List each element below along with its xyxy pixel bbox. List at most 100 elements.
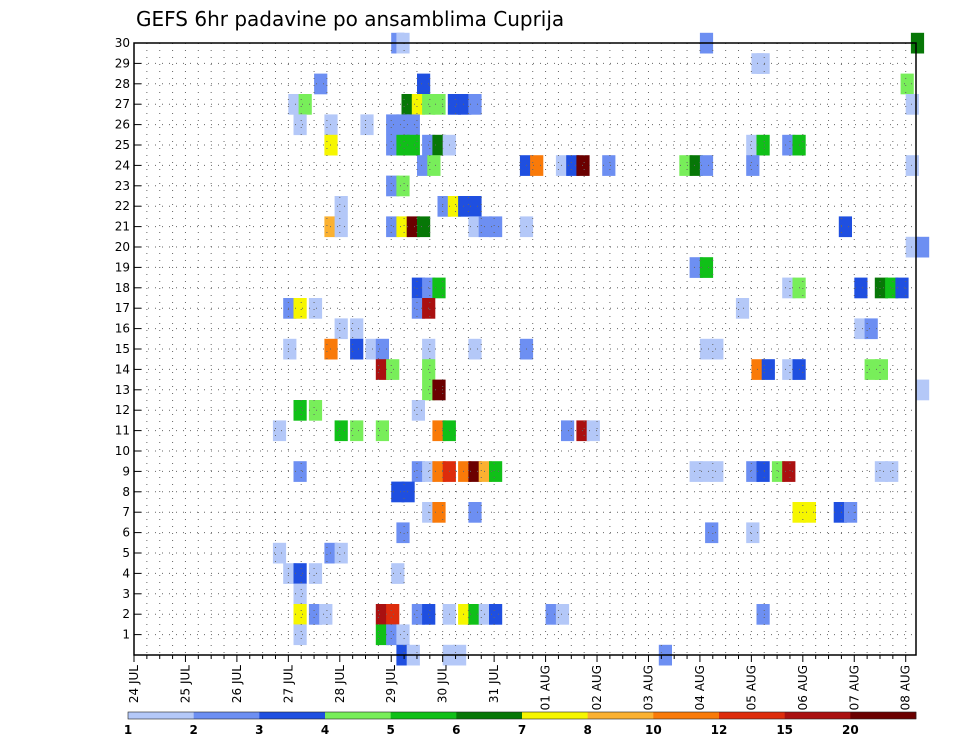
data-cell [350, 318, 364, 340]
data-cell [386, 216, 400, 238]
data-cell [746, 155, 760, 176]
data-cell [283, 298, 297, 319]
data-cell [386, 134, 400, 156]
data-cell [905, 94, 919, 115]
data-cell [432, 502, 446, 523]
data-cell [885, 277, 899, 299]
data-cell [293, 563, 307, 584]
y-tick-label: 4 [122, 566, 130, 580]
y-tick-label: 23 [115, 179, 130, 193]
y-tick-label: 29 [115, 56, 130, 70]
legend-label: 7 [518, 723, 526, 737]
legend-label: 5 [386, 723, 394, 737]
data-cell [468, 461, 482, 482]
y-tick-label: 5 [122, 546, 130, 560]
data-cell [334, 420, 348, 442]
data-cell [375, 359, 389, 380]
y-tick-label: 15 [115, 342, 130, 356]
y-tick-label: 14 [115, 362, 130, 376]
legend-swatch [325, 712, 391, 719]
data-cell [432, 134, 446, 156]
data-cell [375, 624, 389, 646]
data-cell [900, 73, 914, 95]
legend-label: 20 [842, 723, 859, 737]
data-cell [916, 379, 930, 401]
data-cell [468, 604, 482, 625]
data-cell [288, 94, 302, 115]
x-tick-label: 28 JUL [333, 665, 347, 703]
x-tick-label: 01 AUG [539, 665, 553, 710]
x-tick-label: 05 AUG [744, 665, 758, 710]
heatmap-cells [272, 32, 930, 666]
legend-label: 6 [452, 723, 460, 737]
data-cell [411, 461, 425, 482]
data-cell [746, 461, 760, 482]
data-cell [874, 461, 888, 482]
chart-title: GEFS 6hr padavine po ansamblima Cuprija [136, 7, 564, 31]
y-tick-label: 26 [115, 118, 130, 132]
y-tick-label: 27 [115, 97, 130, 111]
data-cell [298, 94, 312, 115]
data-cell [308, 400, 323, 421]
legend-swatch [456, 712, 523, 719]
data-cell [895, 277, 909, 299]
data-cell [746, 522, 760, 544]
data-cell [710, 461, 724, 482]
data-cell [432, 461, 446, 482]
data-cell [334, 216, 348, 238]
data-cell [458, 461, 472, 482]
data-cell [396, 175, 410, 197]
y-tick-label: 16 [115, 322, 130, 336]
legend-label: 8 [583, 723, 591, 737]
data-cell [427, 155, 441, 176]
data-cell [437, 196, 451, 217]
data-cell [782, 461, 796, 482]
data-cell [447, 196, 461, 217]
y-tick-label: 1 [122, 628, 130, 642]
x-tick-label: 30 JUL [436, 665, 450, 703]
data-cell [386, 114, 400, 136]
data-cell [319, 604, 333, 625]
data-cell [386, 359, 400, 380]
legend-label: 12 [711, 723, 728, 737]
data-cell [411, 604, 425, 625]
data-cell [293, 400, 307, 421]
data-cell [705, 522, 719, 544]
data-cell [864, 359, 878, 380]
data-cell [293, 298, 307, 319]
data-cell [566, 155, 580, 176]
data-cell [489, 604, 503, 625]
data-cell [555, 155, 570, 176]
data-cell [782, 277, 796, 299]
data-cell [401, 481, 415, 503]
data-cell [782, 134, 796, 156]
color-legend: 1 2 3 4 5 6 7 8 10 12 15 20 [124, 711, 917, 737]
x-tick-label: 03 AUG [641, 665, 655, 710]
x-tick-label: 08 AUG [899, 665, 913, 710]
data-cell [293, 604, 307, 625]
y-tick-label: 24 [115, 158, 130, 172]
data-cell [478, 461, 492, 482]
data-cell [602, 155, 616, 176]
data-cell [468, 338, 482, 360]
data-cell [489, 461, 503, 482]
data-cell [411, 400, 425, 421]
data-cell [334, 196, 348, 217]
x-tick-label: 24 JUL [127, 665, 141, 703]
data-cell [761, 359, 775, 380]
data-cell [293, 114, 307, 136]
data-cell [417, 216, 431, 238]
data-cell [308, 563, 323, 584]
data-cell [458, 604, 472, 625]
data-cell [447, 94, 461, 115]
data-cell [916, 236, 930, 258]
y-axis: 1234567891011121314151617181920212223242… [115, 36, 141, 642]
legend-label: 10 [645, 723, 662, 737]
data-cell [293, 583, 307, 605]
legend-label: 4 [321, 723, 329, 737]
data-cell [375, 420, 389, 442]
data-cell [396, 114, 410, 136]
data-cell [689, 461, 703, 482]
data-cell [417, 155, 431, 176]
